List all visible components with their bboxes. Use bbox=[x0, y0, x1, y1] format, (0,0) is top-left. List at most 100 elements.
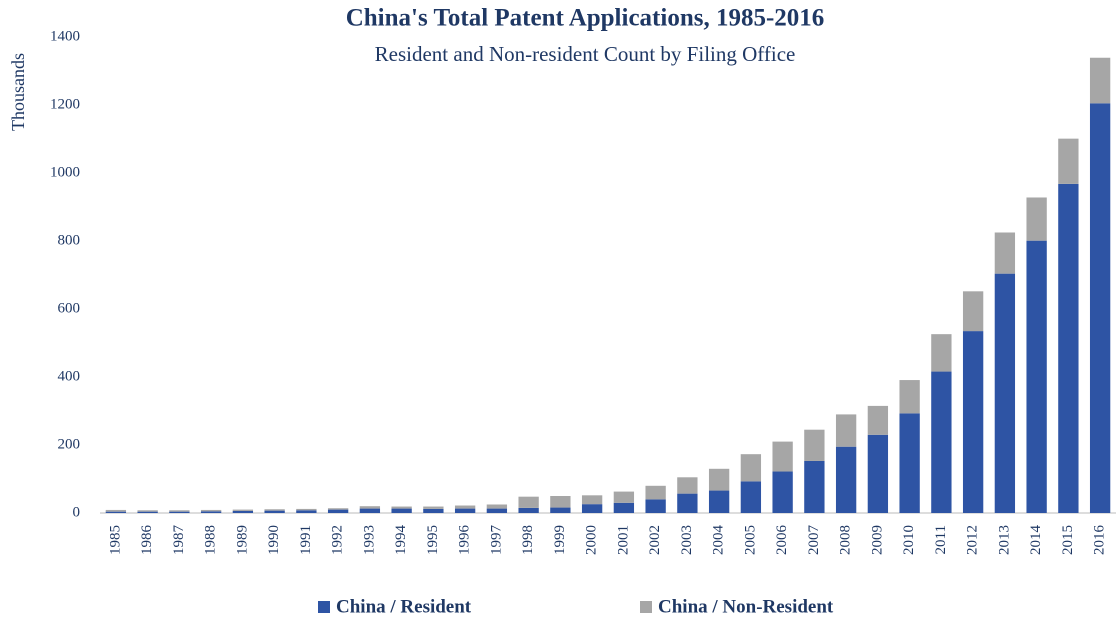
bar-segment bbox=[994, 273, 1016, 513]
bar-segment bbox=[581, 504, 603, 513]
y-axis-label: Thousands bbox=[8, 53, 28, 131]
x-tick-label: 1992 bbox=[330, 525, 346, 555]
bar-segment bbox=[454, 505, 476, 509]
bar-segment bbox=[962, 291, 984, 332]
bar-segment bbox=[772, 471, 793, 513]
bar-segment bbox=[1089, 57, 1111, 104]
x-tick-label: 2015 bbox=[1060, 525, 1076, 555]
x-tick-label: 1997 bbox=[488, 525, 504, 556]
bar-segment bbox=[1026, 240, 1047, 513]
bar-segment bbox=[804, 429, 825, 461]
x-tick-label: 2005 bbox=[742, 525, 758, 555]
x-tick-label: 1993 bbox=[361, 525, 377, 555]
bar-segment bbox=[296, 510, 317, 513]
x-tick-label: 2002 bbox=[647, 525, 663, 555]
bar-segment bbox=[359, 506, 381, 509]
bar-segment bbox=[296, 508, 317, 511]
bar-segment bbox=[1058, 183, 1079, 513]
x-tick-label: 1998 bbox=[520, 525, 536, 555]
bar-segment bbox=[708, 468, 730, 491]
x-tick-label: 1996 bbox=[457, 525, 473, 556]
bar-segment bbox=[613, 502, 635, 513]
bar-segment bbox=[264, 509, 285, 511]
bar-segment bbox=[931, 334, 952, 372]
bar-segment bbox=[550, 507, 571, 513]
bar-segment bbox=[105, 511, 127, 513]
bar-segment bbox=[835, 446, 857, 513]
bar-segment bbox=[899, 413, 920, 513]
bar-segment bbox=[613, 491, 635, 503]
bar-segment bbox=[867, 405, 889, 435]
x-tick-label: 2003 bbox=[679, 525, 695, 555]
legend-swatch bbox=[640, 601, 652, 613]
bar-segment bbox=[200, 511, 222, 513]
x-tick-label: 1988 bbox=[203, 525, 219, 555]
bar-segment bbox=[645, 499, 666, 513]
bar-segment bbox=[200, 509, 222, 512]
x-tick-label: 1994 bbox=[393, 525, 409, 556]
y-tick-label: 1200 bbox=[50, 96, 80, 112]
x-tick-label: 1990 bbox=[266, 525, 282, 555]
legend-label: China / Non-Resident bbox=[658, 596, 834, 617]
bar-segment bbox=[677, 493, 698, 513]
y-tick-label: 200 bbox=[58, 436, 81, 452]
legend-swatch bbox=[318, 601, 330, 613]
bar-segment bbox=[994, 232, 1016, 274]
bar-segment bbox=[677, 477, 698, 494]
x-tick-label: 2016 bbox=[1092, 525, 1108, 556]
bar-segment bbox=[423, 508, 444, 513]
bar-segment bbox=[867, 434, 889, 513]
x-tick-label: 1991 bbox=[298, 525, 314, 555]
x-tick-label: 2000 bbox=[584, 525, 600, 555]
x-tick-label: 1987 bbox=[171, 525, 187, 556]
x-tick-label: 2001 bbox=[615, 525, 631, 555]
y-tick-label: 800 bbox=[58, 232, 81, 248]
x-tick-label: 2009 bbox=[869, 525, 885, 555]
bar-segment bbox=[391, 506, 412, 509]
bar-segment bbox=[486, 508, 508, 513]
bar-segment bbox=[899, 380, 920, 414]
x-tick-label: 1986 bbox=[139, 525, 155, 556]
y-tick-label: 1000 bbox=[50, 164, 80, 180]
bar-segment bbox=[550, 496, 571, 508]
bar-segment bbox=[772, 441, 793, 472]
y-tick-label: 400 bbox=[58, 368, 81, 384]
bar-segment bbox=[1026, 197, 1047, 241]
y-tick-label: 600 bbox=[58, 300, 81, 316]
bar-segment bbox=[518, 507, 539, 513]
bar-segment bbox=[486, 504, 508, 509]
bar-segment bbox=[1089, 103, 1111, 514]
bar-segment bbox=[264, 510, 285, 513]
x-tick-label: 1995 bbox=[425, 525, 441, 555]
bar-segment bbox=[518, 496, 539, 508]
bar-segment bbox=[454, 508, 476, 513]
x-tick-label: 2006 bbox=[774, 525, 790, 556]
bar-segment bbox=[169, 510, 190, 512]
bar-segment bbox=[1058, 138, 1079, 184]
x-tick-label: 1989 bbox=[234, 525, 250, 555]
x-tick-label: 2008 bbox=[838, 525, 854, 555]
bar-segment bbox=[359, 508, 381, 513]
x-tick-label: 2010 bbox=[901, 525, 917, 555]
bar-segment bbox=[232, 510, 254, 513]
bar-segment bbox=[645, 485, 666, 500]
x-tick-label: 2013 bbox=[996, 525, 1012, 555]
bar-segment bbox=[137, 510, 158, 512]
bar-segment bbox=[105, 509, 127, 512]
bar-segment bbox=[708, 490, 730, 513]
bar-segment bbox=[581, 495, 603, 505]
bar-segment bbox=[835, 414, 857, 447]
bar-segment bbox=[931, 371, 952, 513]
x-tick-label: 2012 bbox=[965, 525, 981, 555]
bar-segment bbox=[391, 508, 412, 513]
bar-segment bbox=[740, 481, 762, 513]
x-tick-label: 2007 bbox=[806, 525, 822, 556]
chart-subtitle: Resident and Non-resident Count by Filin… bbox=[375, 42, 796, 66]
bar-segment bbox=[232, 509, 254, 511]
bar-segment bbox=[169, 511, 190, 513]
x-tick-label: 2014 bbox=[1028, 525, 1044, 556]
y-tick-label: 0 bbox=[73, 504, 81, 520]
x-tick-label: 1985 bbox=[107, 525, 123, 555]
bar-segment bbox=[804, 460, 825, 513]
